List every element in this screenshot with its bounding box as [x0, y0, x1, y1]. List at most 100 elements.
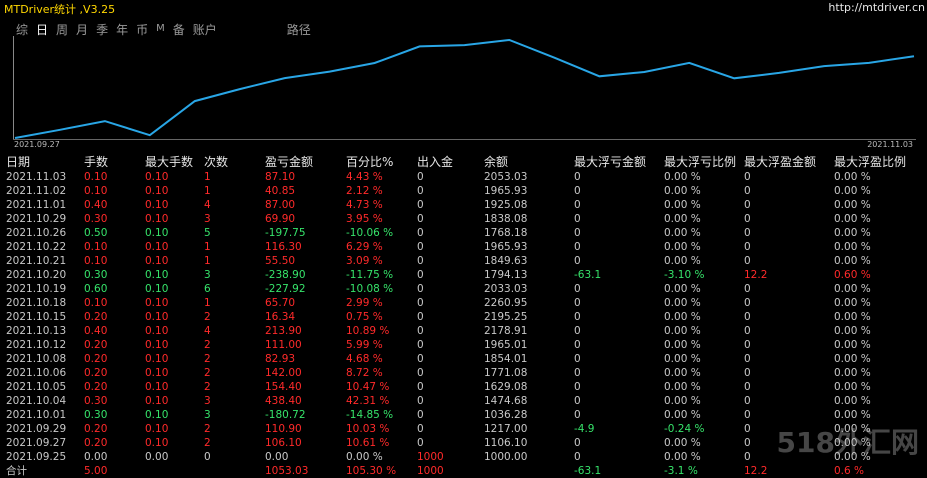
table-cell: 5: [204, 227, 211, 239]
tab-monthly[interactable]: 月: [76, 23, 89, 37]
table-cell: 1053.03: [265, 465, 309, 477]
table-cell: 110.90: [265, 423, 302, 435]
table-cell: 1965.01: [484, 339, 528, 351]
table-row[interactable]: 2021.10.20 0.30 0.10 3 -238.90 -11.75 % 0 1794.…: [0, 268, 927, 282]
table-cell: 0.10: [145, 185, 169, 197]
table-cell: 0: [417, 283, 424, 295]
table-cell: 0.00 %: [834, 283, 871, 295]
table-cell: 0: [574, 395, 581, 407]
table-cell: -180.72: [265, 409, 306, 421]
table-cell: 2021.10.15: [6, 311, 67, 323]
table-cell: 0.00 %: [834, 311, 871, 323]
table-cell: 3: [204, 213, 211, 225]
column-header[interactable]: 次数: [204, 155, 229, 169]
tab-account[interactable]: 账户: [192, 23, 217, 37]
table-cell: 1474.68: [484, 395, 528, 407]
period-tabs: 综 日 周 月 季 年 币 M 备 账户 路径: [16, 21, 319, 37]
table-cell: 0: [744, 339, 751, 351]
table-row[interactable]: 2021.10.01 0.30 0.10 3 -180.72 -14.85 % 0 1036.…: [0, 408, 927, 422]
table-cell: 1036.28: [484, 409, 528, 421]
table-cell: [478, 464, 568, 478]
table-cell: 0.00 %: [664, 381, 701, 393]
title-bar: MTDriver统计 ,V3.25 http://mtdriver.cn: [0, 0, 927, 16]
column-header[interactable]: 出入金: [417, 155, 454, 169]
table-cell: 1: [204, 185, 211, 197]
tab-yearly[interactable]: 年: [116, 23, 129, 37]
tab-daily[interactable]: 日: [36, 23, 49, 37]
table-row[interactable]: 2021.11.03 0.10 0.10 1 87.10 4.43 % 0 2053.03 0 0…: [0, 170, 927, 184]
table-cell: 0.00 %: [834, 297, 871, 309]
table-cell: 0: [744, 255, 751, 267]
table-cell: 10.89 %: [346, 325, 390, 337]
column-header[interactable]: 最大浮亏金额: [574, 155, 647, 169]
table-cell: 0.10: [145, 311, 169, 323]
table-row[interactable]: 2021.09.29 0.20 0.10 2 110.90 10.03 % 0 1217.00…: [0, 422, 927, 436]
table-cell: 0.10: [145, 213, 169, 225]
tab-quarterly[interactable]: 季: [96, 23, 109, 37]
table-cell: 0.00 %: [834, 199, 871, 211]
table-cell: 2: [204, 339, 211, 351]
tab-summary[interactable]: 综: [16, 23, 29, 37]
column-header[interactable]: 最大手数: [145, 155, 194, 169]
table-cell: 0.10: [145, 353, 169, 365]
table-cell: 0.00: [84, 451, 108, 463]
table-header: 日期 手数 最大手数 次数 盈亏金额 百分比% 出入金 余额 最大浮亏金额 最大浮亏比例 最大浮盈金…: [0, 153, 927, 170]
table-cell: 12.2: [744, 465, 768, 477]
table-cell: 0: [744, 423, 751, 435]
table-cell: 0.50: [84, 227, 108, 239]
table-row[interactable]: 2021.10.21 0.10 0.10 1 55.50 3.09 % 0 1849.63 0 0…: [0, 254, 927, 268]
table-cell: 2021.10.01: [6, 409, 67, 421]
tab-notes[interactable]: 备: [172, 23, 185, 37]
table-cell: 0: [574, 437, 581, 449]
table-cell: 0.00 %: [664, 213, 701, 225]
table-cell: 0: [574, 227, 581, 239]
table-cell: 0: [574, 241, 581, 253]
table-cell: 0.00 %: [664, 227, 701, 239]
column-header[interactable]: 最大浮盈比例: [834, 155, 907, 169]
table-row[interactable]: 合计 5.00 1053.03 105.30 % 1000 -63.1 -3.1 % 12.2…: [0, 464, 927, 478]
column-header[interactable]: 手数: [84, 155, 109, 169]
column-header[interactable]: 最大浮盈金额: [744, 155, 817, 169]
table-cell: 2021.10.06: [6, 367, 67, 379]
table-cell: 0: [417, 241, 424, 253]
table-row[interactable]: 2021.10.13 0.40 0.10 4 213.90 10.89 % 0 2178.91…: [0, 324, 927, 338]
column-header[interactable]: 余额: [484, 155, 509, 169]
table-cell: 0: [744, 451, 751, 463]
tab-weekly[interactable]: 周: [56, 23, 69, 37]
website-link[interactable]: http://mtdriver.cn: [828, 1, 925, 14]
table-cell: 2053.03: [484, 171, 528, 183]
table-cell: 1000: [417, 451, 444, 463]
table-row[interactable]: 2021.10.08 0.20 0.10 2 82.93 4.68 % 0 1854.01 0 0…: [0, 352, 927, 366]
table-row[interactable]: 2021.10.06 0.20 0.10 2 142.00 8.72 % 0 1771.08 0…: [0, 366, 927, 380]
table-cell: 142.00: [265, 367, 302, 379]
tab-currency[interactable]: 币: [136, 23, 149, 37]
column-header[interactable]: 盈亏金额: [265, 155, 314, 169]
table-row[interactable]: 2021.09.25 0.00 0.00 0 0.00 0.00 % 1000 1000.00…: [0, 450, 927, 464]
table-row[interactable]: 2021.10.12 0.20 0.10 2 111.00 5.99 % 0 1965.01 0…: [0, 338, 927, 352]
table-cell: 1854.01: [484, 353, 528, 365]
table-row[interactable]: 2021.10.19 0.60 0.10 6 -227.92 -10.08 % 0 2033.…: [0, 282, 927, 296]
table-row[interactable]: 2021.10.29 0.30 0.10 3 69.90 3.95 % 0 1838.08 0 0…: [0, 212, 927, 226]
table-row[interactable]: 2021.09.27 0.20 0.10 2 106.10 10.61 % 0 1106.10…: [0, 436, 927, 450]
table-cell: 65.70: [265, 297, 296, 309]
table-cell: 0.10: [145, 255, 169, 267]
column-header[interactable]: 日期: [6, 155, 31, 169]
tab-m[interactable]: M: [156, 23, 165, 34]
table-cell: 0.00 %: [664, 297, 701, 309]
table-cell: 0.20: [84, 437, 108, 449]
column-header[interactable]: 百分比%: [346, 155, 394, 169]
table-row[interactable]: 2021.10.26 0.50 0.10 5 -197.75 -10.06 % 0 1768.…: [0, 226, 927, 240]
table-row[interactable]: 2021.10.04 0.30 0.10 3 438.40 42.31 % 0 1474.68…: [0, 394, 927, 408]
table-cell: -63.1: [574, 269, 602, 281]
table-row[interactable]: 2021.10.22 0.10 0.10 1 116.30 6.29 % 0 1965.93 0…: [0, 240, 927, 254]
table-row[interactable]: 2021.10.05 0.20 0.10 2 154.40 10.47 % 0 1629.08…: [0, 380, 927, 394]
table-cell: 10.47 %: [346, 381, 390, 393]
table-row[interactable]: 2021.11.01 0.40 0.10 4 87.00 4.73 % 0 1925.08 0 0…: [0, 198, 927, 212]
tab-path[interactable]: 路径: [286, 23, 311, 37]
column-header[interactable]: 最大浮亏比例: [664, 155, 737, 169]
table-row[interactable]: 2021.10.18 0.10 0.10 1 65.70 2.99 % 0 2260.95 0 0…: [0, 296, 927, 310]
table-row[interactable]: 2021.11.02 0.10 0.10 1 40.85 2.12 % 0 1965.93 0 0…: [0, 184, 927, 198]
table-row[interactable]: 2021.10.15 0.20 0.10 2 16.34 0.75 % 0 2195.25 0 0…: [0, 310, 927, 324]
table-cell: 69.90: [265, 213, 296, 225]
table-cell: 1: [204, 297, 211, 309]
